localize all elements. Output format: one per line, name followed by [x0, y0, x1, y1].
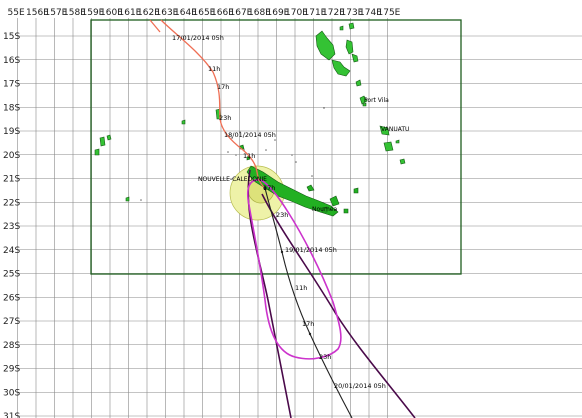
label-19-23h: 23h [319, 353, 331, 361]
islet-e [125, 196, 130, 202]
latitude-label: 26S [3, 293, 20, 303]
islet-d [181, 119, 186, 125]
longitude-label: 169E [267, 8, 290, 18]
label-noumea: Noumea [312, 206, 337, 213]
island-tiga [353, 187, 359, 194]
latitude-label: 23S [3, 222, 20, 232]
observed-track [160, 19, 266, 189]
label-19-0105: 19/01/2014 05h [285, 246, 337, 254]
label-20-0105: 20/01/2014 05h [334, 382, 386, 390]
label-vanuatu: VANUATU [381, 126, 409, 133]
latitude-label: 24S [3, 246, 20, 256]
island-erromango [379, 125, 390, 136]
latitude-label: 30S [3, 388, 20, 398]
marker-19-05h [280, 250, 284, 254]
label-nouvelle-caledonie: NOUVELLE-CALEDONIE [198, 176, 267, 183]
latitude-label: 31S [3, 412, 20, 418]
label-18-11h: 11h [243, 152, 255, 160]
island-maewo [345, 39, 354, 55]
longitude-label: 165E [193, 8, 216, 18]
label-18-23h: 23h [276, 211, 288, 219]
observed-track-start [149, 19, 161, 33]
label-port-vila: Port Vila [364, 97, 389, 104]
label-19-11h: 11h [295, 284, 307, 292]
island-lifou [329, 195, 340, 207]
island-ouvea [306, 184, 315, 192]
latitude-label: 25S [3, 270, 20, 280]
longitude-label: 160E [100, 8, 123, 18]
latitude-label: 16S [3, 56, 20, 66]
longitude-label: 161E [119, 8, 142, 18]
island-aneityum [399, 158, 406, 165]
island-mare [321, 206, 328, 213]
island-efate [359, 95, 368, 105]
label-18-0105: 18/01/2014 05h [224, 131, 276, 139]
place-labels: NOUVELLE-CALEDONIE VANUATU Port Vila Nou… [198, 97, 409, 213]
island-epi [355, 79, 362, 87]
longitude-label: 163E [156, 8, 179, 18]
island-ambae [351, 53, 359, 63]
marker-current [263, 186, 267, 190]
island-tanna [383, 141, 394, 152]
longitude-label: 55E [8, 8, 25, 18]
label-17-11h: 11h [208, 65, 220, 73]
latitude-label: 15S [3, 32, 20, 42]
latitude-label: 22S [3, 198, 20, 208]
longitude-label: 166E [211, 8, 234, 18]
latitude-label: 17S [3, 80, 20, 90]
island-vanua-lava [348, 22, 355, 30]
longitude-label: 174E [359, 8, 382, 18]
axis-labels: 55E 156E157E158E159E160E161E162E163E164E1… [3, 8, 401, 418]
label-19-17h: 17h [302, 320, 314, 328]
islet-b [94, 148, 100, 156]
forecast-position-markers [263, 186, 312, 336]
longitude-label: 167E [230, 8, 253, 18]
longitude-label: 156E [26, 8, 49, 18]
island-banks [339, 25, 344, 31]
longitude-label: 158E [63, 8, 86, 18]
latitude-label: 29S [3, 365, 20, 375]
latitude-label: 20S [3, 151, 20, 161]
island-espiritu-santo [315, 30, 336, 61]
longitude-label: 157E [45, 8, 68, 18]
new-caledonia-islands [239, 144, 359, 217]
latitude-label: 19S [3, 127, 20, 137]
longitude-label: 164E [174, 8, 197, 18]
islet-c [106, 134, 112, 141]
forecast-domain-box [90, 19, 462, 275]
track-time-labels: 17/01/2014 05h 11h 17h 23h 18/01/2014 05… [172, 34, 386, 390]
marker-19-17h [308, 332, 312, 336]
longitude-label: 170E [285, 8, 308, 18]
longitude-label: 159E [82, 8, 105, 18]
islet-a [99, 136, 106, 147]
latitude-label: 18S [3, 103, 20, 113]
longitude-label: 172E [322, 8, 345, 18]
lat-lon-grid [17, 18, 582, 418]
latitude-label: 28S [3, 341, 20, 351]
longitude-label: 168E [248, 8, 271, 18]
island-grande-terre [246, 165, 339, 217]
land-masses [94, 22, 406, 217]
vanuatu-islands [315, 22, 406, 165]
label-17-23h: 23h [219, 114, 231, 122]
island-futuna [395, 139, 400, 144]
island-malekula [331, 59, 351, 77]
latitude-label: 21S [3, 175, 20, 185]
longitude-label: 175E [378, 8, 401, 18]
label-17-17h: 17h [217, 83, 229, 91]
reef-dots [140, 107, 325, 201]
latitude-label: 27S [3, 317, 20, 327]
longitude-label: 171E [304, 8, 327, 18]
longitude-label: 162E [137, 8, 160, 18]
port-vila-marker [362, 102, 367, 107]
forecast-track [264, 187, 353, 418]
label-18-17h: 17h [263, 184, 275, 192]
island-isle-of-pines [343, 208, 349, 214]
longitude-label: 173E [341, 8, 364, 18]
label-17-0105: 17/01/2014 05h [172, 34, 224, 42]
